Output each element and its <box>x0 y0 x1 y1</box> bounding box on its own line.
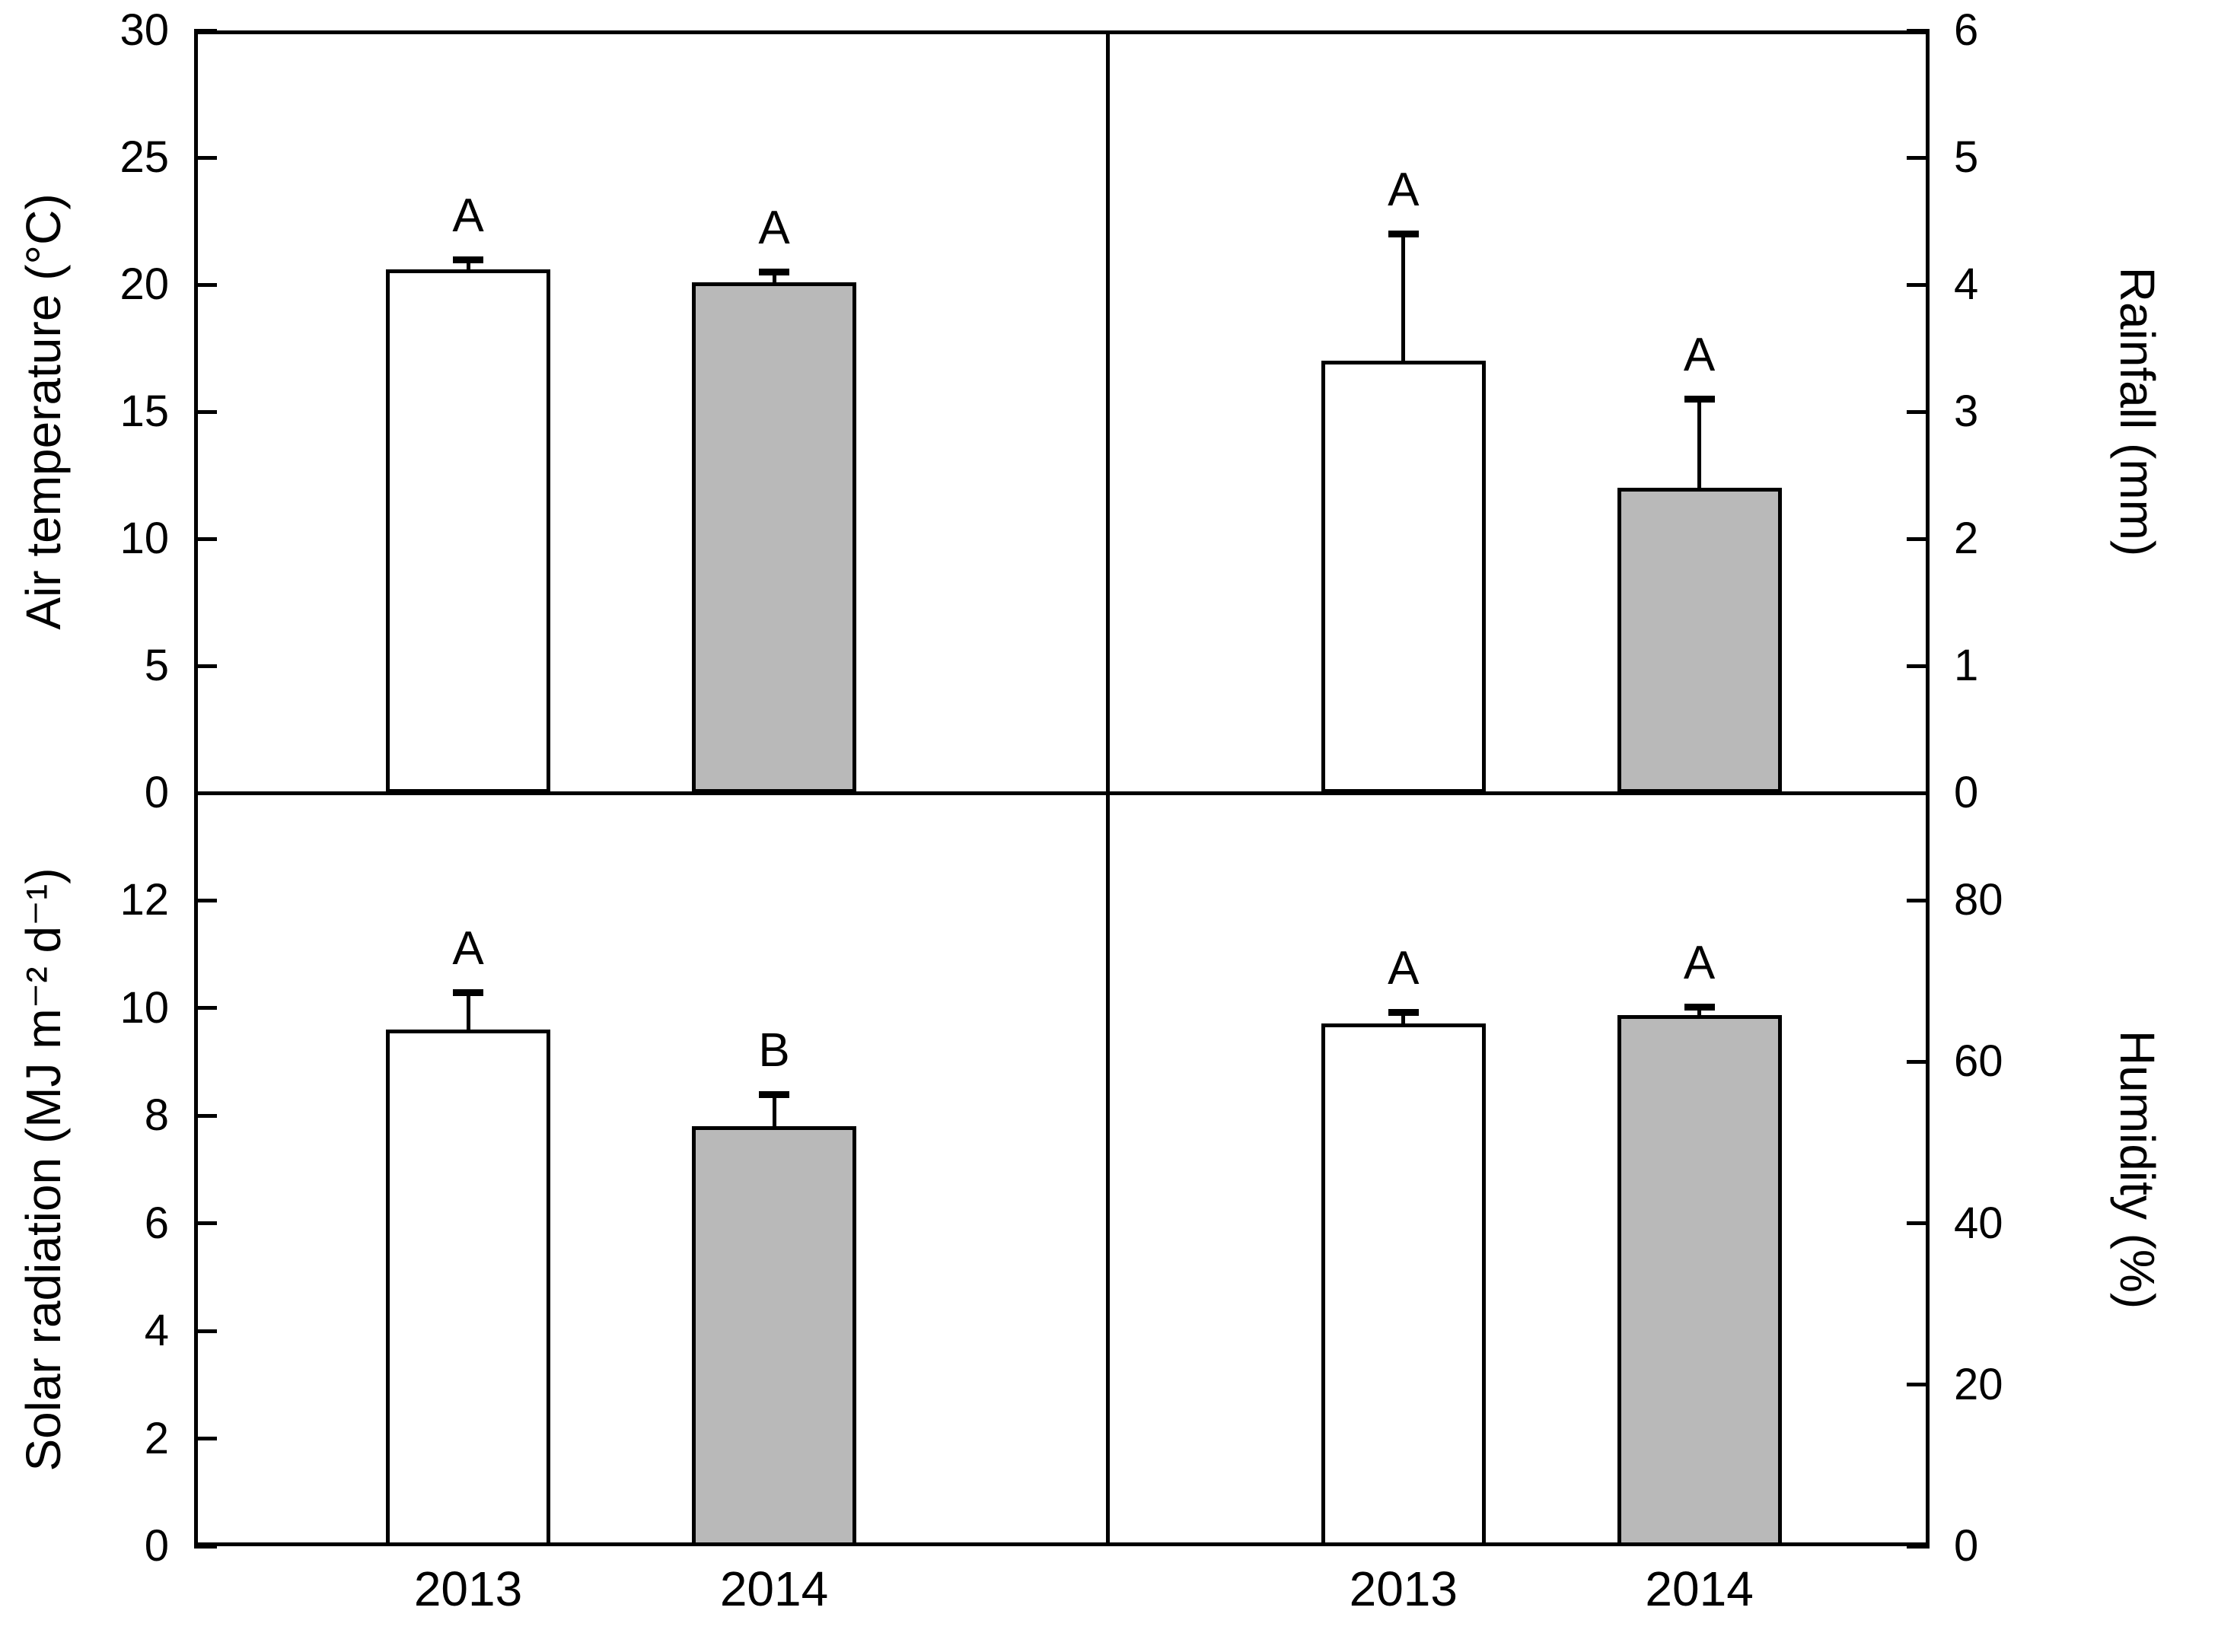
x-axis-year-label: 2013 <box>413 1561 523 1616</box>
y-axis-tick <box>1907 664 1930 668</box>
error-bar-line <box>772 272 776 282</box>
y-tick-label: 80 <box>1954 875 2003 925</box>
error-bar-cap <box>453 988 483 996</box>
bar-2013 <box>386 269 550 793</box>
y-tick-label: 4 <box>1954 259 1979 309</box>
y-tick-label: 30 <box>120 5 169 55</box>
error-bar-cap <box>1388 231 1419 238</box>
y-tick-label: 20 <box>1954 1359 2003 1409</box>
y-tick-label: 12 <box>120 875 169 925</box>
y-axis-tick <box>1907 898 1930 902</box>
y-tick-label: 5 <box>1954 132 1979 182</box>
y-tick-label: 0 <box>1954 768 1979 817</box>
significance-letter: A <box>1388 164 1420 217</box>
y-axis-tick <box>194 1437 217 1441</box>
y-axis-tick <box>194 1544 217 1549</box>
y-axis-title-solar-radiation: Solar radiation (MJ m⁻² d⁻¹) <box>16 867 71 1472</box>
error-bar-cap <box>759 1091 789 1098</box>
y-axis-tick <box>194 898 217 902</box>
y-axis-tick <box>194 1329 217 1333</box>
y-axis-tick <box>194 1221 217 1226</box>
panel-divider-vertical <box>1106 30 1110 1546</box>
y-tick-label: 4 <box>144 1306 169 1356</box>
y-axis-tick <box>194 1006 217 1011</box>
significance-letter: A <box>1683 937 1716 990</box>
y-axis-tick <box>194 664 217 668</box>
bar-2014 <box>1617 488 1782 793</box>
significance-letter: A <box>758 202 790 255</box>
y-tick-label: 25 <box>120 132 169 182</box>
significance-letter: B <box>758 1024 790 1077</box>
y-axis-tick <box>1907 409 1930 414</box>
significance-letter: A <box>1683 329 1716 382</box>
y-tick-label: 40 <box>1954 1198 2003 1248</box>
x-axis-year-label: 2014 <box>719 1561 829 1616</box>
y-axis-tick <box>194 791 217 795</box>
bar-2013 <box>1321 1023 1486 1546</box>
y-axis-tick <box>194 536 217 541</box>
x-axis-year-label: 2014 <box>1645 1561 1754 1616</box>
y-axis-tick <box>1907 282 1930 287</box>
y-tick-label: 0 <box>1954 1521 1979 1571</box>
y-axis-tick <box>1907 155 1930 160</box>
y-axis-tick <box>1907 1221 1930 1226</box>
y-tick-label: 8 <box>144 1090 169 1141</box>
bar-2013 <box>1321 361 1486 793</box>
error-bar-line <box>1697 399 1702 489</box>
error-bar-line <box>1697 1007 1702 1015</box>
error-bar-line <box>1401 1011 1406 1024</box>
y-tick-label: 5 <box>144 641 169 690</box>
y-tick-label: 2 <box>144 1413 169 1463</box>
y-tick-label: 1 <box>1954 641 1979 690</box>
y-axis-tick <box>1907 791 1930 795</box>
y-axis-tick <box>194 282 217 287</box>
error-bar-line <box>466 992 470 1030</box>
bar-2014 <box>692 1126 856 1546</box>
significance-letter: A <box>1388 941 1420 995</box>
error-bar-line <box>466 259 470 269</box>
y-tick-label: 10 <box>120 982 169 1033</box>
significance-letter: A <box>452 921 484 975</box>
y-tick-label: 0 <box>144 1521 169 1571</box>
y-tick-label: 0 <box>144 768 169 817</box>
y-tick-label: 6 <box>1954 5 1979 55</box>
y-axis-tick <box>1907 28 1930 33</box>
y-axis-tick <box>1907 1059 1930 1064</box>
error-bar-cap <box>1684 1004 1715 1011</box>
y-axis-tick <box>1907 1544 1930 1549</box>
bar-2014 <box>692 282 856 793</box>
y-tick-label: 10 <box>120 514 169 563</box>
error-bar-cap <box>453 256 483 263</box>
bar-2014 <box>1617 1014 1782 1546</box>
y-axis-tick <box>194 409 217 414</box>
x-axis-year-label: 2013 <box>1349 1561 1458 1616</box>
y-tick-label: 15 <box>120 387 169 436</box>
error-bar-cap <box>1388 1008 1419 1016</box>
error-bar-line <box>1401 234 1406 361</box>
y-tick-label: 60 <box>1954 1036 2003 1087</box>
y-axis-tick <box>1907 536 1930 541</box>
y-tick-label: 2 <box>1954 514 1979 563</box>
error-bar-cap <box>1684 396 1715 403</box>
panel-divider-horizontal <box>194 791 1930 795</box>
y-axis-tick <box>194 155 217 160</box>
error-bar-line <box>772 1094 776 1127</box>
bar-2013 <box>386 1030 550 1546</box>
y-axis-tick <box>194 1113 217 1118</box>
error-bar-cap <box>759 269 789 276</box>
y-axis-tick <box>194 28 217 33</box>
y-axis-tick <box>1907 1383 1930 1387</box>
y-tick-label: 20 <box>120 259 169 309</box>
y-tick-label: 6 <box>144 1198 169 1248</box>
y-tick-label: 3 <box>1954 387 1979 436</box>
significance-letter: A <box>452 189 484 242</box>
